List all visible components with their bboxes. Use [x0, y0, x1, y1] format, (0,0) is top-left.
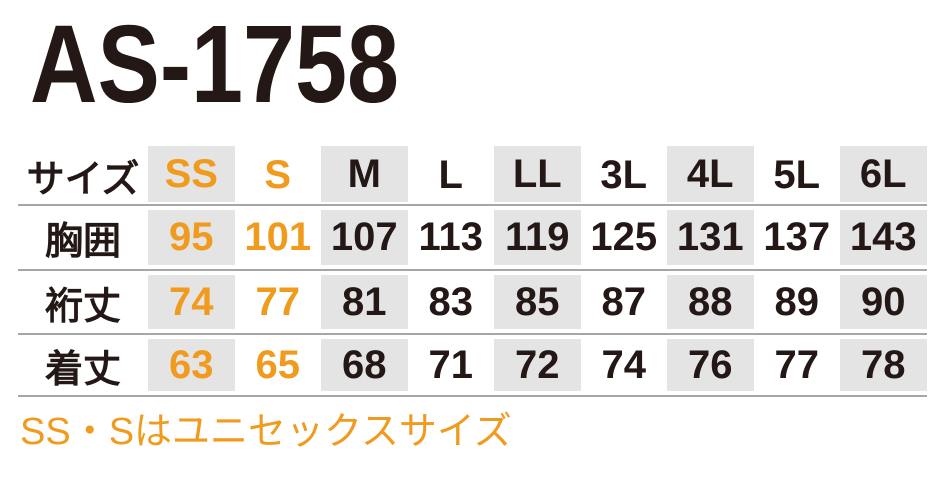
size-value-cell: 74	[601, 342, 647, 387]
size-value-cell: 89	[774, 279, 820, 324]
size-value-cell: 83	[428, 279, 474, 324]
size-value-cell: 137	[763, 215, 831, 259]
measurement-row-label: 胸囲	[44, 221, 121, 263]
size-column-header: 5L	[773, 152, 821, 197]
size-value-cell: 90	[840, 271, 927, 333]
size-value-cell: 125	[590, 215, 658, 259]
size-value-cell: 65	[255, 342, 301, 387]
row-divider-line	[18, 333, 927, 335]
size-value-cell: 113	[418, 215, 484, 259]
size-value-cell: 81	[321, 271, 408, 333]
size-value-cell: 119	[494, 206, 581, 269]
size-header-label: サイズ	[26, 158, 140, 201]
size-column-header: LL	[494, 146, 581, 204]
size-value-cell: 71	[428, 342, 474, 387]
size-value-cell: 77	[774, 342, 820, 387]
size-value-cell: 77	[255, 279, 301, 324]
size-value-cell: 107	[321, 206, 408, 269]
row-divider-line	[18, 269, 927, 271]
measurement-row-label: 着丈	[44, 348, 121, 391]
size-value-cell: 131	[667, 206, 754, 269]
size-value-cell: 68	[321, 335, 408, 395]
size-value-cell: 95	[148, 206, 235, 269]
size-column-header: S	[264, 152, 292, 197]
size-chart-table: サイズ SS S M L LL 3L 4L 5L 6L 胸囲 95 101 107 113 119 125 131…	[18, 146, 927, 397]
size-column-header: 4L	[667, 146, 754, 204]
measurement-row-label: 裄丈	[44, 285, 121, 328]
size-value-cell: 101	[244, 215, 312, 259]
product-code-title: AS-1758	[30, 3, 400, 126]
size-value-cell: 85	[494, 271, 581, 333]
size-column-header: L	[438, 152, 463, 197]
unisex-size-note: SS・Sはユニセックスサイズ	[20, 411, 512, 453]
size-value-cell: 63	[148, 335, 235, 395]
row-divider-line	[18, 204, 927, 206]
size-value-cell: 87	[601, 279, 647, 324]
size-value-cell: 143	[840, 206, 927, 269]
size-value-cell: 74	[148, 271, 235, 333]
size-value-cell: 76	[667, 335, 754, 395]
size-value-cell: 72	[494, 335, 581, 395]
row-divider-line	[18, 395, 927, 397]
size-column-header: SS	[148, 146, 235, 204]
size-value-cell: 78	[840, 335, 927, 395]
size-column-header: 3L	[600, 152, 648, 197]
size-column-header: M	[321, 146, 408, 204]
size-column-header: 6L	[840, 146, 927, 204]
size-value-cell: 88	[667, 271, 754, 333]
